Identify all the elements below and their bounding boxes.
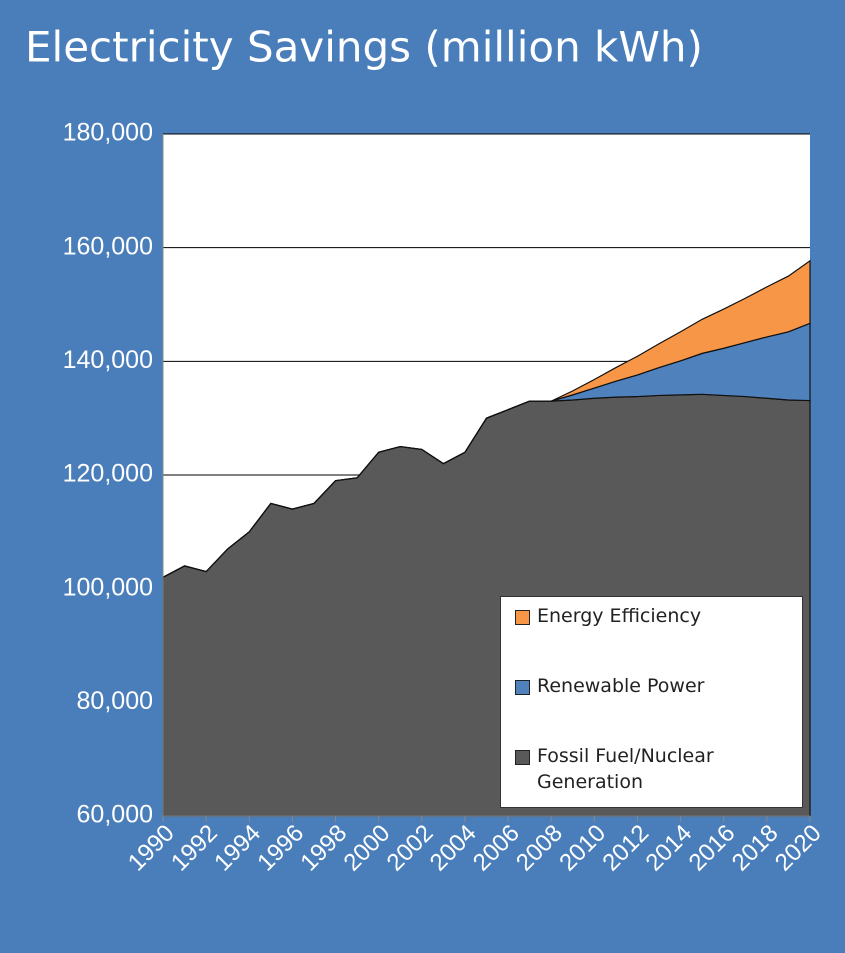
x-tick-label: 2014 xyxy=(640,820,697,877)
x-tick-label: 1996 xyxy=(252,820,309,877)
x-tick-label: 1994 xyxy=(209,820,266,877)
x-tick-label: 2010 xyxy=(554,820,611,877)
x-tick-label: 2002 xyxy=(382,820,439,877)
y-tick-label: 160,000 xyxy=(63,232,153,260)
x-tick-label: 1998 xyxy=(295,820,352,877)
legend-label: Energy Efficiency xyxy=(537,605,702,627)
legend-swatch xyxy=(515,610,530,625)
x-tick-label: 2020 xyxy=(770,820,827,877)
x-tick-label: 1992 xyxy=(166,820,223,877)
chart-title: Electricity Savings (million kWh) xyxy=(25,23,703,72)
legend-swatch xyxy=(515,680,530,695)
legend: Energy Efficiency Renewable Power Fossil F… xyxy=(500,596,803,808)
x-tick-label: 2000 xyxy=(339,820,396,877)
x-tick-label: 2018 xyxy=(727,820,784,877)
legend-label: Fossil Fuel/Nuclear Generation xyxy=(537,745,714,793)
x-tick-label: 2006 xyxy=(468,820,525,877)
x-tick-label: 2004 xyxy=(425,820,482,877)
legend-label: Renewable Power xyxy=(537,675,705,697)
x-tick-label: 2012 xyxy=(597,820,654,877)
x-tick-label: 2008 xyxy=(511,820,568,877)
y-tick-label: 60,000 xyxy=(77,801,153,829)
y-tick-label: 120,000 xyxy=(63,460,153,488)
legend-item: Fossil Fuel/Nuclear Generation xyxy=(515,743,792,813)
y-tick-label: 100,000 xyxy=(63,573,153,601)
x-tick-label: 2016 xyxy=(684,820,741,877)
area xyxy=(162,259,811,578)
legend-item: Renewable Power xyxy=(515,673,792,743)
legend-swatch xyxy=(515,750,530,765)
legend-item: Energy Efficiency xyxy=(515,603,792,673)
y-tick-label: 180,000 xyxy=(63,119,153,147)
y-tick-label: 140,000 xyxy=(63,346,153,374)
y-tick-label: 80,000 xyxy=(77,687,153,715)
